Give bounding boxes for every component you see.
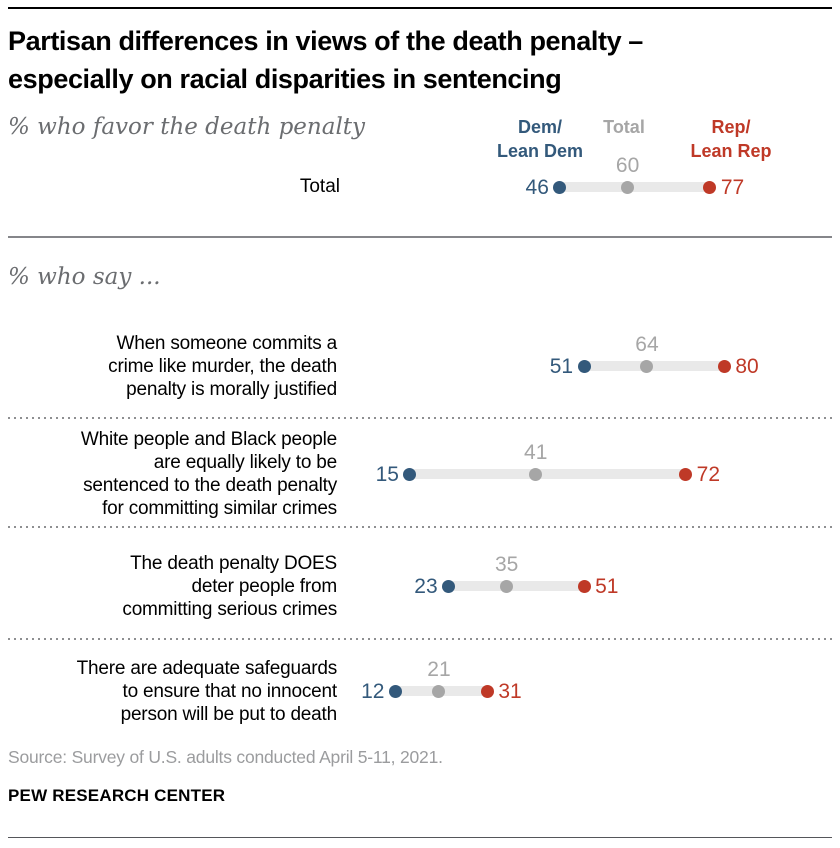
range-bar-total: [559, 182, 710, 192]
rep-value-3: 51: [595, 575, 619, 598]
section-label: % who say ...: [8, 264, 161, 290]
range-bar-1: [584, 361, 725, 371]
top-border-line: [8, 7, 832, 9]
dem-dot-total: [553, 180, 567, 194]
statement-line: to ensure that no innocent: [122, 680, 337, 702]
rep-value-4: 31: [498, 680, 522, 703]
statement-line: There are adequate safeguards: [76, 657, 338, 679]
row-divider-dotted-3: [8, 638, 832, 640]
dem-value-2: 15: [375, 463, 399, 486]
statement-line: The death penalty DOES: [130, 552, 337, 574]
total-value-total: 60: [615, 154, 640, 177]
dem-value-1: 51: [549, 355, 574, 378]
dem-dot-4: [388, 684, 402, 698]
statement-line: person will be put to death: [120, 703, 338, 725]
total-value-2: 41: [524, 441, 548, 464]
statement-line: White people and Black people: [80, 429, 337, 450]
bottom-border-line: [8, 837, 832, 838]
rep-value-2: 72: [696, 463, 721, 486]
source-note: Source: Survey of U.S. adults conducted …: [8, 747, 443, 767]
total-dot-2: [529, 467, 543, 481]
rep-dot-1: [717, 359, 731, 373]
legend-dem-line-2: Lean Dem: [496, 141, 584, 161]
row-divider-dotted-2: [8, 526, 832, 528]
legend-dem-line-1: Dem/: [517, 117, 562, 137]
statement-line: crime like murder, the death: [108, 355, 337, 377]
total-value-3: 35: [495, 553, 519, 576]
total-row-label: Total: [299, 176, 340, 197]
chart-title-line-1: Partisan differences in views of the dea…: [8, 26, 643, 56]
dem-value-3: 23: [414, 575, 438, 598]
brand-name: PEW RESEARCH CENTER: [8, 786, 226, 805]
total-value-4: 21: [427, 658, 451, 681]
total-dot-total: [621, 180, 635, 194]
rep-value-total: 77: [720, 176, 745, 199]
legend-rep-line-1: Rep/: [711, 117, 751, 137]
statement-line: for committing similar crimes: [102, 498, 337, 519]
chart-subtitle: % who favor the death penalty: [8, 114, 366, 140]
statement-label-1: When someone commits a crime like murder,…: [0, 332, 337, 401]
rep-dot-4: [480, 684, 494, 698]
range-bar-3: [448, 581, 585, 591]
statement-line: penalty is morally justified: [126, 378, 337, 400]
legend-rep-lean-rep: Rep/ Lean Rep: [661, 115, 801, 163]
legend-rep-line-2: Lean Rep: [690, 141, 772, 161]
range-bar-2: [409, 469, 686, 479]
row-divider-dotted-1: [8, 417, 832, 419]
chart-title-line-2: especially on racial disparities in sent…: [8, 64, 562, 94]
total-dot-1: [640, 359, 654, 373]
total-dot-4: [432, 684, 446, 698]
section-divider-line: [8, 236, 832, 238]
statement-line: committing serious crimes: [122, 598, 337, 620]
statement-label-2: White people and Black people are equally…: [0, 428, 337, 520]
total-dot-3: [500, 579, 514, 593]
statement-line: sentenced to the death penalty: [83, 475, 337, 496]
chart-title: Partisan differences in views of the dea…: [8, 22, 643, 98]
dem-dot-2: [403, 467, 417, 481]
dem-dot-1: [577, 359, 591, 373]
statement-label-4: There are adequate safeguards to ensure t…: [0, 657, 338, 726]
legend-dem-lean-dem: Dem/ Lean Dem: [470, 115, 610, 163]
rep-dot-3: [577, 579, 591, 593]
rep-value-1: 80: [735, 355, 759, 378]
rep-dot-total: [703, 180, 717, 194]
statement-line: When someone commits a: [116, 332, 337, 354]
dem-value-total: 46: [525, 176, 549, 199]
statement-line: deter people from: [191, 575, 337, 597]
dem-value-4: 12: [361, 680, 385, 703]
total-value-1: 64: [635, 333, 659, 356]
dem-dot-3: [442, 579, 456, 593]
statement-line: are equally likely to be: [153, 452, 337, 473]
legend-total: Total: [603, 117, 645, 137]
statement-label-3: The death penalty DOES deter people from c…: [0, 552, 337, 621]
rep-dot-2: [679, 467, 693, 481]
